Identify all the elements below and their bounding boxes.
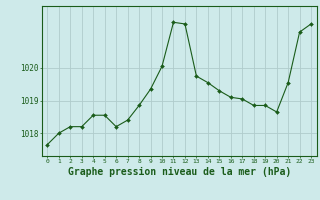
X-axis label: Graphe pression niveau de la mer (hPa): Graphe pression niveau de la mer (hPa) (68, 167, 291, 177)
